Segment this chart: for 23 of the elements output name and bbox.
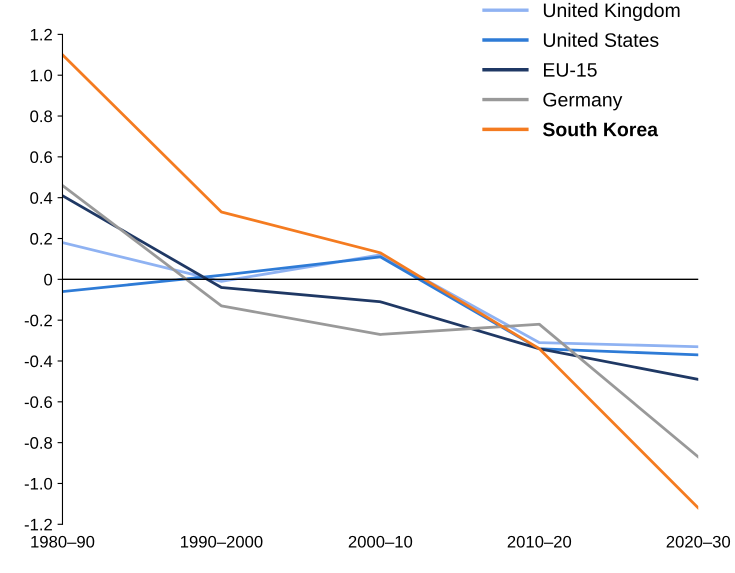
legend-label: South Korea	[542, 122, 658, 136]
x-tick-label: 1990–2000	[180, 536, 262, 548]
x-tick-label: 1980–90	[31, 536, 94, 548]
x-tick-label: 2000–10	[348, 536, 412, 548]
y-tick-label: 0.4	[30, 192, 52, 204]
y-tick-label: 1.0	[30, 70, 52, 82]
x-tick-label: 2010–20	[508, 536, 572, 548]
y-tick-label: -0.8	[24, 437, 52, 449]
y-tick-label: 1.2	[30, 28, 52, 40]
legend-label: United States	[544, 32, 658, 47]
y-tick-label: 0.6	[30, 151, 52, 164]
legend-label: Germany	[543, 92, 622, 110]
y-tick-label: -1.2	[24, 518, 52, 530]
y-tick-label: -0.4	[24, 355, 52, 368]
legend-label: United Kingdom	[544, 2, 680, 22]
y-tick-label: 0	[44, 274, 52, 286]
y-tick-label: -0.2	[24, 314, 52, 326]
y-tick-label: -1.0	[24, 478, 52, 490]
y-tick-label: 0.2	[30, 232, 52, 245]
y-tick-label: 0.8	[30, 110, 52, 122]
legend-label: EU-15	[544, 63, 597, 77]
y-tick-label: -0.6	[24, 396, 52, 408]
x-tick-label: 2020–30	[666, 536, 730, 548]
